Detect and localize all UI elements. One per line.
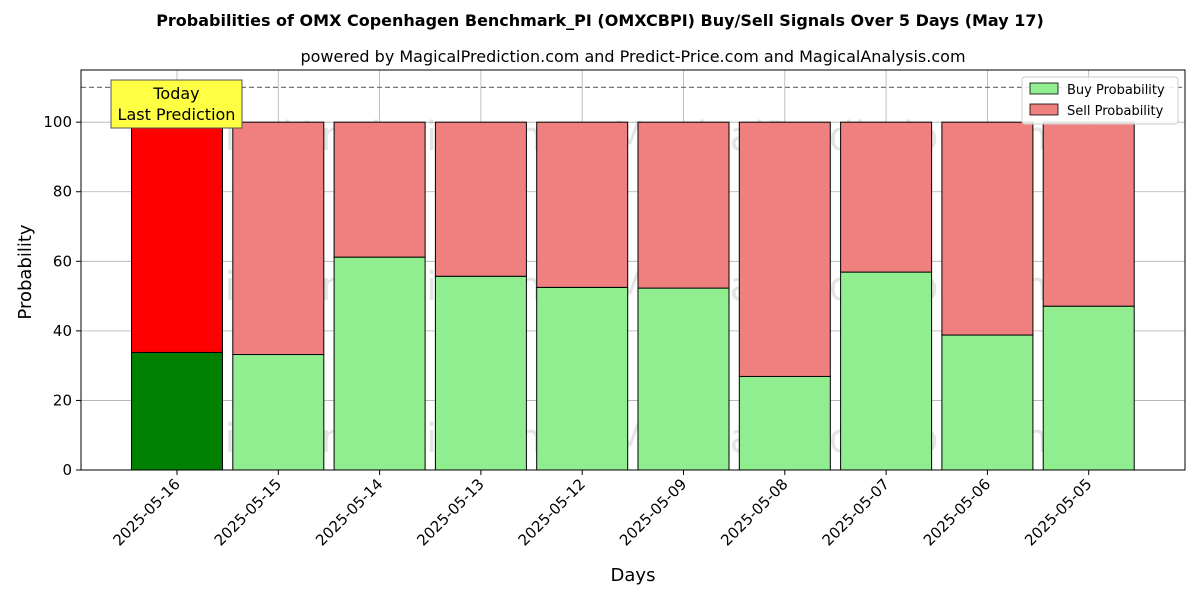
- annotation-line-1: Today: [152, 84, 199, 103]
- bar-sell-2025-05-09: [637, 121, 730, 289]
- y-tick-label: 40: [53, 322, 72, 340]
- y-tick-label: 20: [53, 391, 72, 409]
- bar-buy-2025-05-12: [536, 286, 629, 471]
- x-tick-label: 2025-05-09: [616, 475, 690, 549]
- x-tick-label: 2025-05-05: [1021, 475, 1095, 549]
- legend-swatch-sell: [1029, 103, 1059, 116]
- x-tick-label: 2025-05-16: [109, 475, 183, 549]
- legend-frame: [1021, 76, 1179, 125]
- y-tick-label: 100: [43, 113, 72, 131]
- y-tick-label: 0: [62, 461, 72, 479]
- x-tick-label: 2025-05-14: [312, 475, 386, 549]
- bar-buy-2025-05-14: [333, 256, 426, 471]
- legend-label-sell: Sell Probability: [1067, 104, 1164, 119]
- x-tick-label: 2025-05-13: [413, 475, 487, 549]
- legend: Buy Probability Sell Probability: [1021, 76, 1179, 125]
- bar-sell-2025-05-15: [232, 121, 325, 356]
- x-tick-label: 2025-05-08: [717, 475, 791, 549]
- bar-buy-2025-05-16: [131, 351, 223, 471]
- bar-sell-2025-05-08: [738, 121, 831, 377]
- bar-sell-2025-05-07: [840, 121, 933, 273]
- y-axis-ticks: 0 20 40 60 80 100: [43, 113, 81, 479]
- legend-swatch-buy: [1029, 82, 1059, 95]
- x-tick-label: 2025-05-06: [920, 475, 994, 549]
- x-axis-label: Days: [611, 565, 656, 586]
- bar-sell-2025-05-14: [333, 121, 426, 258]
- y-axis-label: Probability: [15, 224, 36, 319]
- y-tick-label: 80: [53, 183, 72, 201]
- plot-frame: [80, 69, 1186, 471]
- x-tick-label: 2025-05-12: [515, 475, 589, 549]
- bars: [131, 121, 1135, 471]
- bar-buy-2025-05-06: [941, 334, 1034, 471]
- bar-sell-2025-05-05: [1042, 121, 1135, 307]
- x-tick-label: 2025-05-07: [819, 475, 893, 549]
- bar-buy-2025-05-07: [840, 271, 933, 471]
- bar-buy-2025-05-13: [434, 275, 527, 471]
- bar-sell-2025-05-16: [131, 121, 223, 353]
- bar-sell-2025-05-13: [434, 121, 527, 277]
- chart-subtitle: powered by MagicalPrediction.com and Pre…: [300, 47, 965, 66]
- annotation-box: [110, 79, 243, 129]
- chart-title: Probabilities of OMX Copenhagen Benchmar…: [156, 11, 1044, 30]
- bar-buy-2025-05-15: [232, 354, 325, 471]
- bar-buy-2025-05-09: [637, 287, 730, 471]
- x-tick-label: 2025-05-15: [211, 475, 285, 549]
- bar-sell-2025-05-12: [536, 121, 629, 288]
- bar-buy-2025-05-05: [1042, 305, 1135, 471]
- bar-buy-2025-05-08: [738, 375, 831, 471]
- legend-label-buy: Buy Probability: [1067, 83, 1165, 98]
- y-tick-label: 60: [53, 252, 72, 270]
- today-annotation: Today Last Prediction: [110, 79, 243, 129]
- annotation-line-2: Last Prediction: [118, 105, 236, 124]
- x-axis-ticks: 2025-05-16 2025-05-15 2025-05-14 2025-05-13…: [109, 470, 1096, 549]
- bar-sell-2025-05-06: [941, 121, 1034, 336]
